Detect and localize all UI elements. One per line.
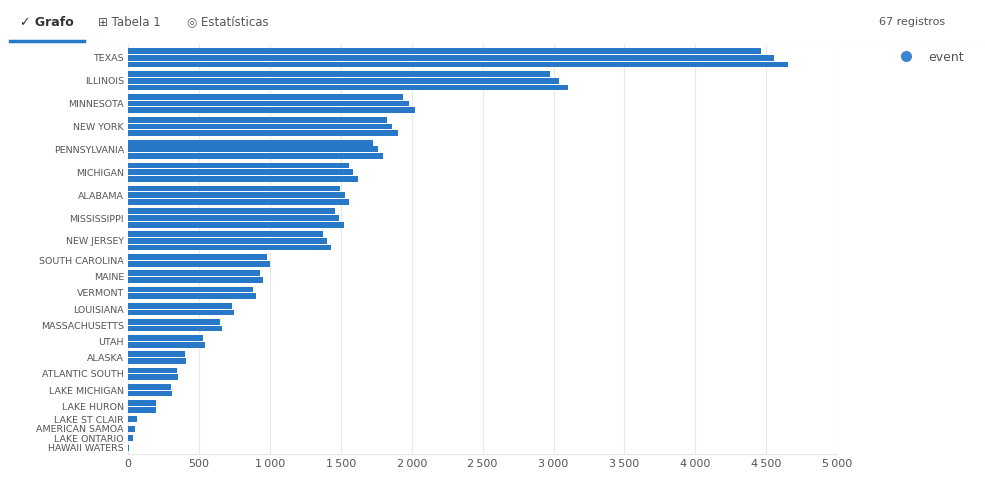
Bar — [128, 222, 344, 228]
Bar — [128, 107, 415, 113]
Bar — [128, 169, 354, 175]
Bar — [128, 245, 331, 250]
Bar — [128, 215, 340, 221]
Bar — [128, 94, 403, 100]
Bar — [128, 147, 378, 152]
Bar — [128, 400, 156, 406]
Bar — [128, 335, 203, 341]
Bar — [128, 303, 232, 309]
Bar — [128, 84, 567, 90]
Bar — [128, 416, 137, 422]
Bar — [128, 153, 383, 159]
Bar — [128, 71, 551, 77]
Bar — [128, 445, 129, 451]
Bar — [128, 358, 186, 364]
Bar — [128, 117, 387, 123]
Bar — [128, 261, 270, 267]
Bar — [128, 270, 260, 276]
Bar — [128, 326, 222, 331]
Bar — [128, 277, 263, 283]
Bar — [128, 124, 392, 129]
Bar — [128, 186, 341, 191]
Text: ✓ Grafo: ✓ Grafo — [20, 16, 74, 29]
Bar — [128, 55, 774, 61]
Bar — [128, 254, 267, 260]
Bar — [128, 352, 185, 357]
Bar — [128, 130, 398, 136]
Bar — [128, 62, 788, 67]
Bar — [128, 391, 172, 396]
Bar — [128, 192, 345, 198]
Text: ◎ Estatísticas: ◎ Estatísticas — [187, 16, 269, 29]
Bar — [128, 368, 176, 373]
Text: 67 registros: 67 registros — [880, 17, 946, 27]
Bar — [128, 287, 253, 292]
Bar — [128, 199, 350, 205]
Bar — [128, 310, 234, 315]
Bar — [128, 384, 171, 390]
Bar — [128, 101, 409, 106]
Bar — [128, 208, 335, 214]
Legend: event: event — [888, 46, 969, 69]
Bar — [128, 163, 349, 168]
Bar — [128, 293, 256, 299]
Bar — [128, 435, 133, 441]
Bar — [128, 407, 157, 412]
Bar — [128, 176, 358, 182]
Bar — [128, 238, 327, 244]
Bar — [128, 78, 558, 83]
Bar — [128, 140, 373, 146]
Text: ⊞ Tabela 1: ⊞ Tabela 1 — [98, 16, 162, 29]
Bar — [128, 342, 205, 348]
Bar — [128, 231, 323, 237]
Bar — [128, 319, 220, 325]
Bar — [128, 426, 135, 432]
Bar — [128, 374, 177, 380]
Bar — [128, 48, 761, 54]
